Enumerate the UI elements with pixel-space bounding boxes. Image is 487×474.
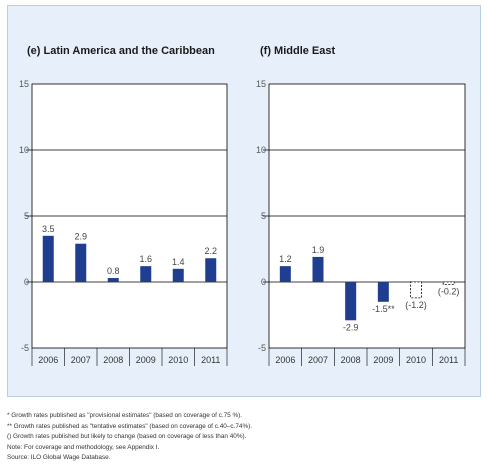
- y-tick-label: 10: [19, 145, 29, 155]
- footnote-source: Source: ILO Global Wage Database.: [7, 454, 111, 462]
- data-label-2008: -2.9: [343, 322, 359, 332]
- x-tick-label-2007: 2007: [71, 355, 91, 365]
- footnote-likely-change: () Growth rates published but likely to …: [7, 433, 247, 441]
- bar-2006: [42, 235, 54, 282]
- x-tick-label-2008: 2008: [103, 355, 123, 365]
- y-tick-label: -5: [21, 343, 29, 353]
- bar-2011: [205, 258, 217, 282]
- data-label-2011: 2.2: [204, 246, 217, 256]
- data-label-2010: (-1.2): [405, 300, 427, 310]
- bar-2011: [442, 281, 455, 286]
- y-tick-label: 0: [261, 277, 266, 287]
- y-tick-label: 15: [256, 79, 266, 89]
- chart-middle-east: -5 0 5 10 15 1.2 2006 1.9 2007 -2.9 2008 -1.5** 2009…: [256, 79, 466, 366]
- chart-title-middle-east: (f) Middle East: [260, 45, 336, 57]
- chart-latin-america: -5 0 5 10 15 3.5 2006 2.9 2007 0.8 2008 1.6 2009 1.4 2…: [19, 79, 228, 366]
- footnotes: * Growth rates published as "provisional…: [7, 411, 481, 464]
- bar-2008: [107, 278, 119, 282]
- bar-2009: [377, 282, 389, 302]
- x-tick-label-2006: 2006: [38, 355, 58, 365]
- footnote-provisional: * Growth rates published as "provisional…: [7, 412, 243, 419]
- data-label-2011: (-0.2): [438, 287, 460, 297]
- x-tick-label-2010: 2010: [168, 355, 188, 365]
- data-label-2006: 3.5: [42, 224, 55, 234]
- data-label-2007: 2.9: [74, 232, 87, 242]
- x-tick-label-2009: 2009: [136, 355, 156, 365]
- bar-2007: [312, 256, 324, 282]
- x-tick-label-2010: 2010: [406, 355, 426, 365]
- x-tick-label-2011: 2011: [201, 355, 220, 365]
- x-tick-label-2007: 2007: [308, 355, 328, 365]
- y-tick-label: 10: [256, 145, 266, 155]
- data-label-2010: 1.4: [172, 257, 185, 267]
- y-tick-label: -5: [258, 343, 266, 353]
- data-label-2009: 1.6: [139, 254, 152, 264]
- footnote-note: Note: For coverage and methodology, see …: [7, 443, 160, 451]
- y-tick-label: 5: [261, 211, 266, 221]
- data-label-2006: 1.2: [279, 254, 292, 264]
- figure-frame: (e) Latin America and the Caribbean (f) …: [7, 5, 481, 397]
- x-tick-label-2008: 2008: [341, 355, 361, 365]
- y-tick-label: 0: [24, 277, 29, 287]
- bar-2008: [345, 282, 357, 321]
- bar-2009: [140, 266, 152, 282]
- data-label-2009: -1.5**: [372, 304, 395, 314]
- x-tick-label-2009: 2009: [373, 355, 393, 365]
- y-tick-label: 15: [19, 79, 29, 89]
- y-tick-label: 5: [24, 211, 29, 221]
- bar-2007: [75, 243, 87, 282]
- x-tick-label-2011: 2011: [439, 355, 458, 365]
- x-tick-label-2006: 2006: [275, 355, 295, 365]
- data-label-2007: 1.9: [312, 245, 325, 255]
- data-label-2008: 0.8: [107, 266, 120, 276]
- chart-title-latin-america: (e) Latin America and the Caribbean: [27, 45, 215, 57]
- bar-2010: [172, 268, 184, 282]
- bar-2006: [279, 266, 291, 282]
- bar-2010: [410, 281, 422, 299]
- footnote-tentative: ** Growth rates published as "tentative …: [7, 422, 253, 430]
